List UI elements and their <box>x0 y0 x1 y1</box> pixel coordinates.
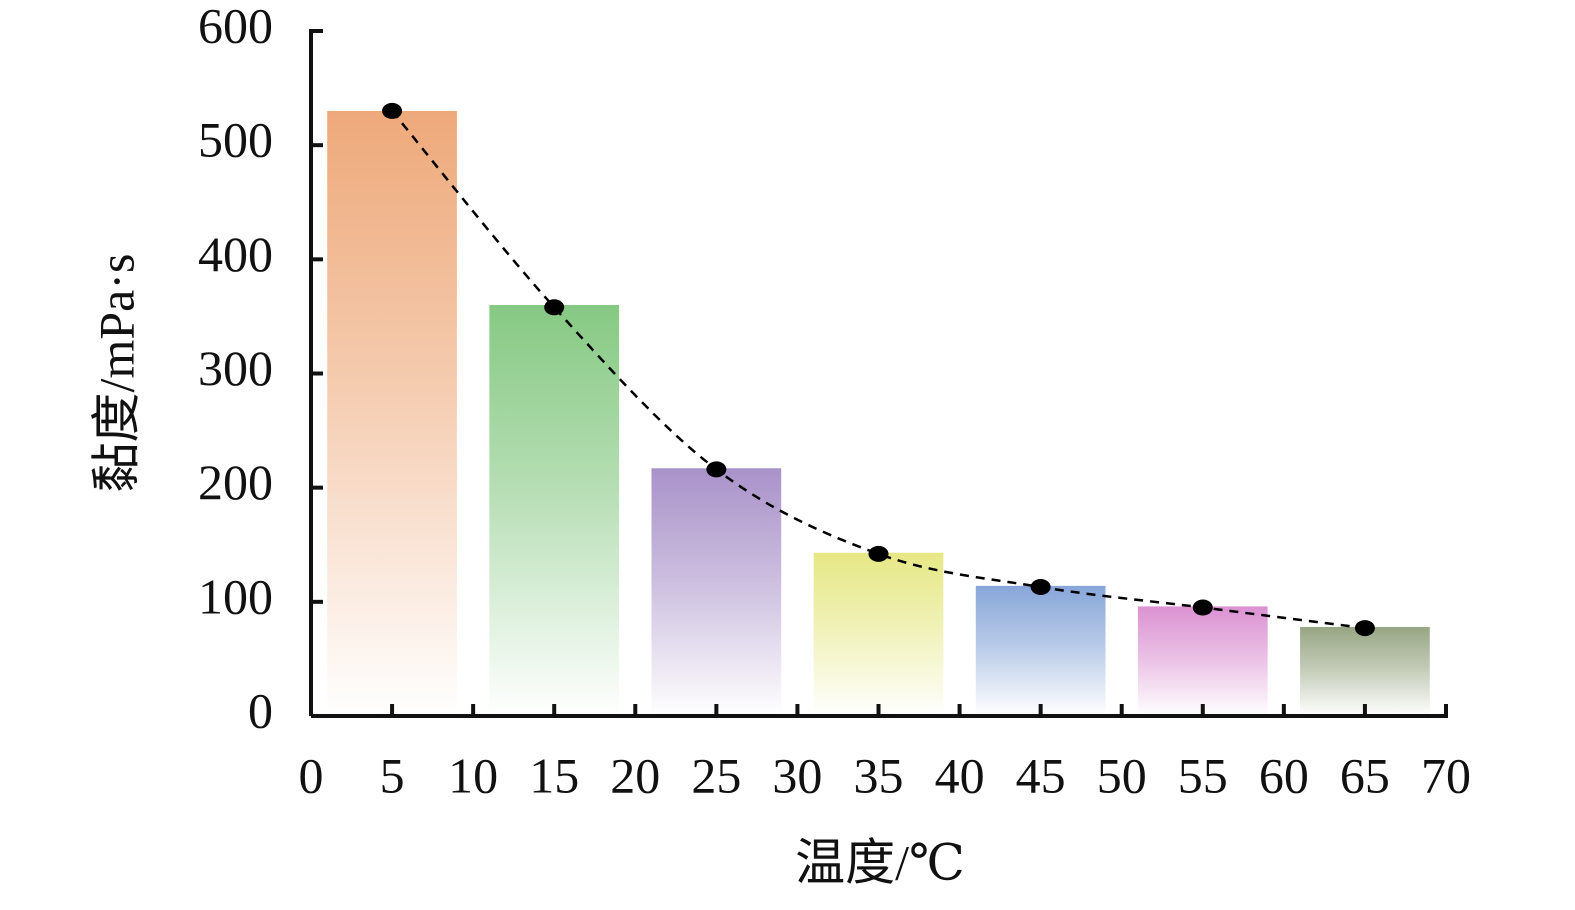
x-tick-label: 35 <box>854 747 904 803</box>
bar <box>651 468 782 716</box>
y-tick-label: 0 <box>248 682 273 738</box>
data-point <box>1354 620 1375 637</box>
x-tick-label: 25 <box>691 747 741 803</box>
x-tick-label: 5 <box>380 747 405 803</box>
x-tick-label: 30 <box>772 747 822 803</box>
x-tick-label: 65 <box>1340 747 1390 803</box>
x-tick-label: 20 <box>610 747 660 803</box>
bar <box>489 305 620 716</box>
y-tick-label: 300 <box>198 340 273 396</box>
data-point <box>382 102 403 119</box>
bar <box>813 552 944 716</box>
y-tick-label: 200 <box>198 454 273 510</box>
x-tick-label: 70 <box>1421 747 1471 803</box>
x-tick-label: 55 <box>1178 747 1228 803</box>
bar <box>327 110 457 716</box>
data-point <box>1030 578 1051 595</box>
y-tick-label: 100 <box>198 568 273 624</box>
y-axis-label: 黏度/mPa·s <box>88 254 144 493</box>
x-tick-label: 15 <box>529 747 579 803</box>
data-point <box>1192 599 1213 616</box>
x-tick-label: 45 <box>1016 747 1066 803</box>
y-tick-label: 400 <box>198 226 273 282</box>
x-tick-label: 10 <box>448 747 498 803</box>
bar <box>1137 606 1268 716</box>
bar <box>975 585 1106 716</box>
data-point <box>544 299 565 316</box>
data-point <box>868 545 889 562</box>
y-tick-label: 600 <box>198 0 273 53</box>
y-tick-label: 500 <box>198 112 273 168</box>
x-tick-label: 40 <box>935 747 985 803</box>
x-tick-label: 60 <box>1259 747 1309 803</box>
x-axis-label: 温度/℃ <box>795 834 965 890</box>
bar <box>1300 626 1430 716</box>
x-tick-label: 50 <box>1097 747 1147 803</box>
data-point <box>706 461 727 478</box>
x-tick-label: 0 <box>299 747 324 803</box>
